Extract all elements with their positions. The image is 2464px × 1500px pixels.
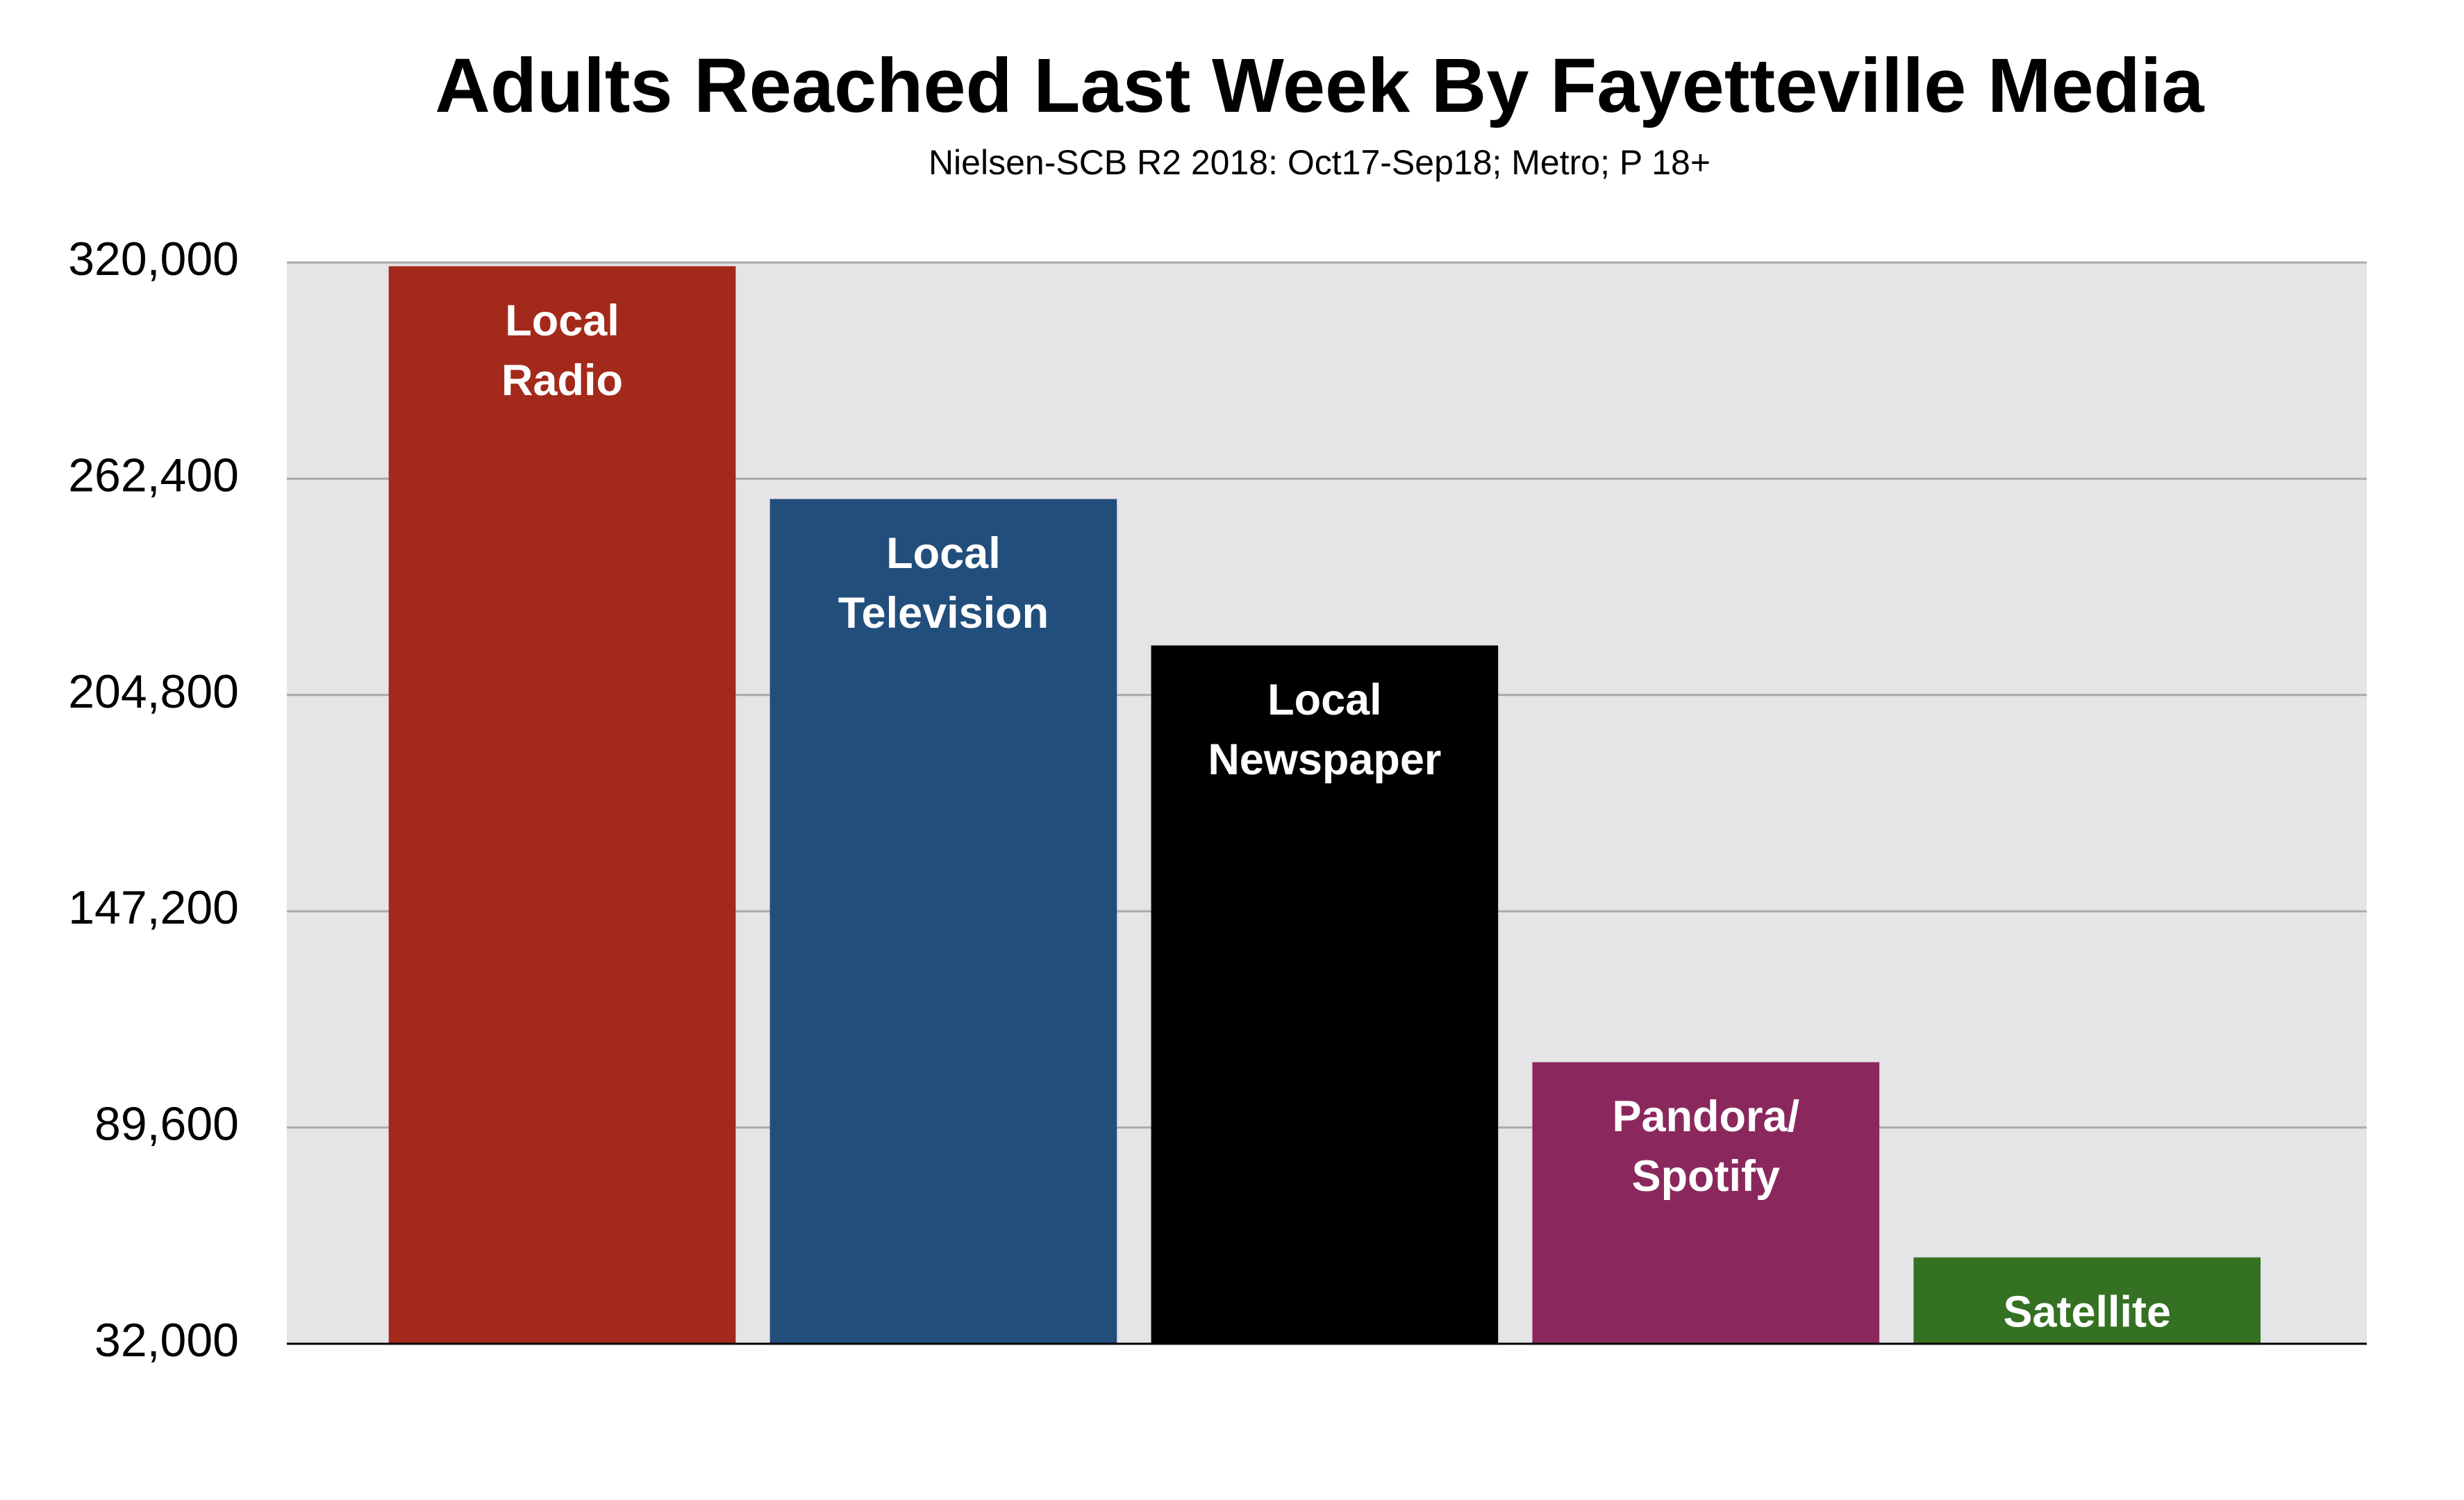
bar-label: Pandora/ — [1613, 1092, 1800, 1141]
bar — [388, 266, 736, 1344]
bar-label: Satellite — [2003, 1288, 2171, 1336]
bar-label: Radio — [501, 356, 623, 405]
bar-label: Spotify — [1632, 1152, 1781, 1201]
chart-title: Adults Reached Last Week By Fayetteville… — [435, 43, 2204, 128]
chart-subtitle: Nielsen-SCB R2 2018: Oct17-Sep18; Metro;… — [929, 143, 1710, 182]
bar — [1151, 645, 1499, 1344]
bar-label: Local — [505, 297, 619, 345]
y-tick-label: 204,800 — [68, 665, 239, 718]
y-tick-label: 147,200 — [68, 881, 239, 934]
y-tick-label: 262,400 — [68, 449, 239, 501]
y-tick-label: 32,000 — [94, 1314, 239, 1367]
bar — [1913, 1257, 2261, 1344]
bar-label: Television — [838, 589, 1049, 638]
bar-label: Newspaper — [1208, 735, 1441, 784]
bar — [769, 499, 1117, 1344]
y-tick-label: 89,600 — [94, 1098, 239, 1151]
bar — [1532, 1062, 1880, 1344]
bar-label: Local — [886, 529, 1001, 578]
y-tick-label: 320,000 — [68, 233, 239, 285]
bar-label: Local — [1267, 676, 1382, 724]
